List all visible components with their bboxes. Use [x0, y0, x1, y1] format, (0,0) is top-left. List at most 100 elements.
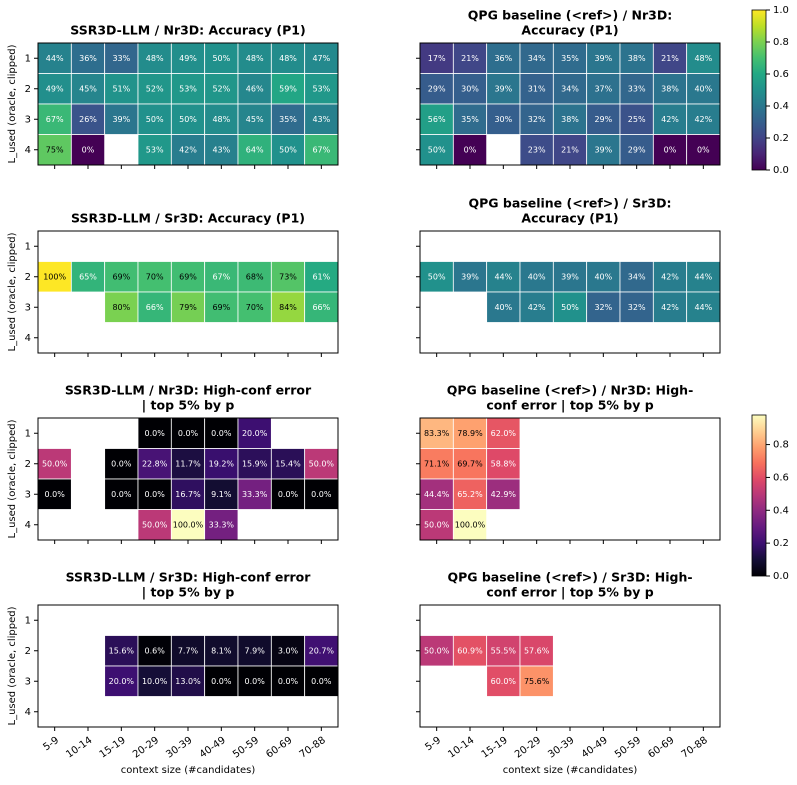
x-tick-label: 70-88	[298, 735, 328, 761]
cell-label: 67%	[312, 145, 330, 154]
heat-cell	[652, 261, 688, 293]
heat-cell	[419, 448, 454, 480]
cell-label: 79%	[179, 303, 197, 312]
cell-label: 50.0%	[142, 520, 168, 529]
cell-label: 15.4%	[275, 459, 301, 468]
colorbar-tick-label: 0.2	[773, 133, 789, 144]
chart-title: SSR3D-LLM / Nr3D: High-conf error	[65, 383, 312, 398]
cell-label: 44.4%	[424, 490, 450, 499]
x-tick-label: 50-59	[231, 735, 261, 761]
chart-title: Accuracy (P1)	[521, 211, 618, 226]
cell-label: 65%	[79, 272, 97, 281]
cell-label: 0%	[664, 145, 677, 154]
heat-cell	[104, 103, 139, 135]
cell-label: 53%	[146, 145, 164, 154]
cell-label: 56%	[428, 115, 446, 124]
heat-cell	[452, 134, 488, 166]
cell-label: 35%	[561, 54, 579, 63]
heat-cell	[70, 42, 106, 74]
cell-label: 0.0%	[311, 677, 332, 686]
cell-label: 68%	[246, 272, 264, 281]
heat-cell	[37, 73, 72, 105]
cell-label: 0.0%	[145, 429, 166, 438]
heat-cell	[270, 73, 306, 105]
heat-cell	[486, 291, 521, 323]
cell-label: 73%	[279, 272, 297, 281]
cell-label: 50.0%	[424, 520, 450, 529]
cell-label: 16.7%	[175, 490, 201, 499]
cell-label: 39%	[594, 54, 612, 63]
heat-cell	[37, 103, 72, 135]
cell-label: 21%	[661, 54, 679, 63]
heat-cell	[37, 261, 72, 293]
x-tick-label: 15-19	[98, 735, 128, 761]
chart-title: SSR3D-LLM / Sr3D: High-conf error	[66, 570, 312, 585]
cell-label: 39%	[561, 272, 579, 281]
cell-label: 42%	[179, 145, 197, 154]
heat-cell	[204, 261, 239, 293]
cell-label: 52%	[212, 84, 230, 93]
cell-label: 38%	[628, 54, 646, 63]
cell-label: 60.0%	[491, 677, 517, 686]
heat-cell	[519, 291, 554, 323]
cell-label: 20.0%	[242, 429, 268, 438]
y-tick-label: 2	[25, 84, 31, 95]
heat-cell	[304, 291, 339, 323]
heat-cell	[270, 42, 306, 74]
heat-cell	[519, 42, 554, 74]
chart-title: QPG baseline (<ref>) / Sr3D: High-	[447, 570, 692, 585]
cell-label: 8.1%	[211, 646, 232, 655]
heat-cell	[552, 103, 588, 135]
colorbar-tick-label: 0.0	[773, 571, 789, 582]
heat-cell	[586, 261, 621, 293]
x-axis-label: context size (#candidates)	[503, 765, 638, 776]
y-axis-label: L_used (oracle, clipped)	[7, 606, 18, 725]
heat-cell	[452, 417, 488, 449]
cell-label: 55.5%	[491, 646, 517, 655]
x-tick-label: 5-9	[423, 735, 443, 753]
cell-label: 15.9%	[242, 459, 268, 468]
x-tick-label: 20-29	[513, 735, 543, 761]
chart-title: Accuracy (P1)	[521, 23, 618, 38]
heat-cell	[104, 291, 139, 323]
heat-cell	[486, 73, 521, 105]
cell-label: 50.0%	[309, 459, 335, 468]
colorbar-tick-label: 0.6	[773, 472, 789, 483]
cell-label: 48%	[279, 54, 297, 63]
y-tick-label: 3	[25, 114, 31, 125]
heat-cell	[37, 478, 72, 510]
y-tick-label: 2	[25, 272, 31, 283]
heat-cell	[104, 261, 139, 293]
heat-cell	[170, 103, 206, 135]
cell-label: 50%	[279, 145, 297, 154]
heat-cell	[486, 478, 521, 510]
colorbar-tick-label: 0.4	[773, 101, 789, 112]
cell-label: 50%	[561, 303, 579, 312]
cell-label: 26%	[79, 115, 97, 124]
colorbar-tick-label: 1.0	[773, 5, 789, 16]
cell-label: 0.0%	[145, 490, 166, 499]
y-axis-label: L_used (oracle, clipped)	[7, 232, 18, 351]
x-axis-label: context size (#candidates)	[121, 765, 256, 776]
cell-label: 57.6%	[524, 646, 550, 655]
heat-cell	[104, 478, 139, 510]
y-tick-label: 2	[25, 646, 31, 657]
cell-label: 44%	[694, 272, 712, 281]
cell-label: 22.8%	[142, 459, 168, 468]
cell-label: 29%	[428, 84, 446, 93]
heat-cell	[237, 261, 272, 293]
cell-label: 32%	[628, 303, 646, 312]
cell-label: 0.0%	[278, 490, 299, 499]
heat-cell	[137, 478, 172, 510]
x-tick-label: 5-9	[41, 735, 61, 753]
cell-label: 38%	[661, 84, 679, 93]
heat-cell	[104, 665, 139, 697]
cell-label: 48%	[146, 54, 164, 63]
cell-label: 69%	[179, 272, 197, 281]
cell-label: 44%	[46, 54, 64, 63]
chart-title: | top 5% by p	[142, 398, 235, 413]
chart-title: QPG baseline (<ref>) / Sr3D:	[469, 196, 672, 211]
cell-label: 0.0%	[245, 677, 266, 686]
heat-cell	[452, 448, 488, 480]
